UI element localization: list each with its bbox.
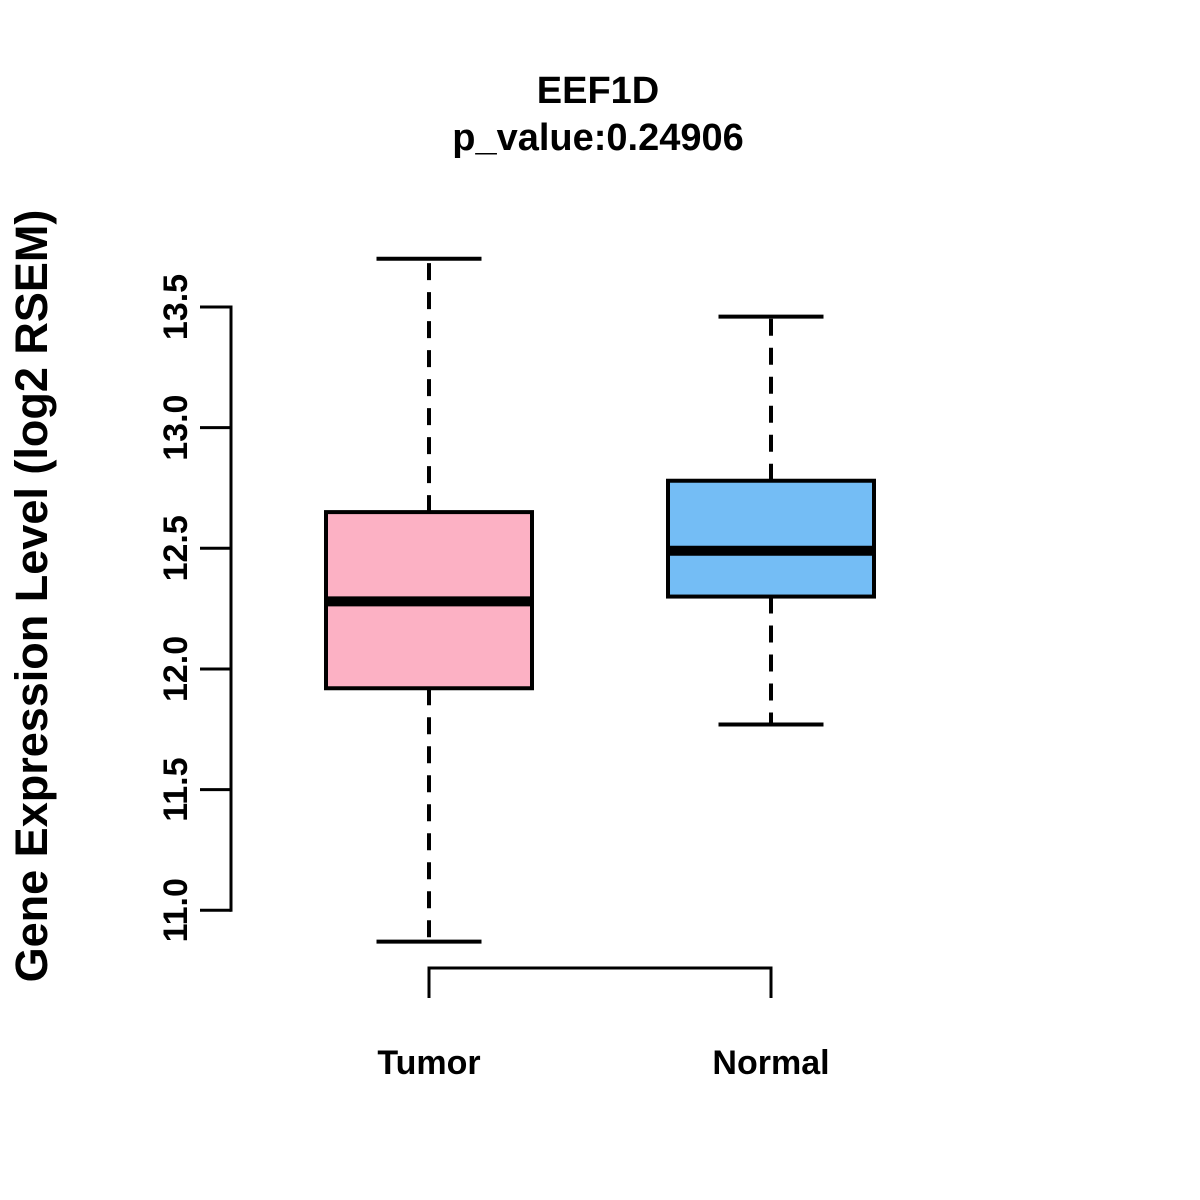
y-tick-label: 13.0: [157, 395, 195, 461]
chart-title: EEF1D: [536, 70, 660, 112]
x-label-normal: Normal: [712, 1044, 830, 1082]
y-tick-label: 13.5: [157, 274, 195, 340]
x-label-tumor: Tumor: [377, 1044, 481, 1082]
y-axis-label: Gene Expression Level (log2 RSEM): [6, 209, 57, 983]
y-tick-label: 12.0: [157, 636, 195, 702]
y-tick-label: 11.0: [157, 878, 195, 942]
y-tick-label: 12.5: [157, 515, 195, 581]
comparison-bracket: [427, 966, 773, 998]
box-normal: [666, 478, 876, 599]
y-tick-label: 11.5: [157, 757, 195, 821]
chart-subtitle: p_value:0.24906: [452, 117, 744, 159]
